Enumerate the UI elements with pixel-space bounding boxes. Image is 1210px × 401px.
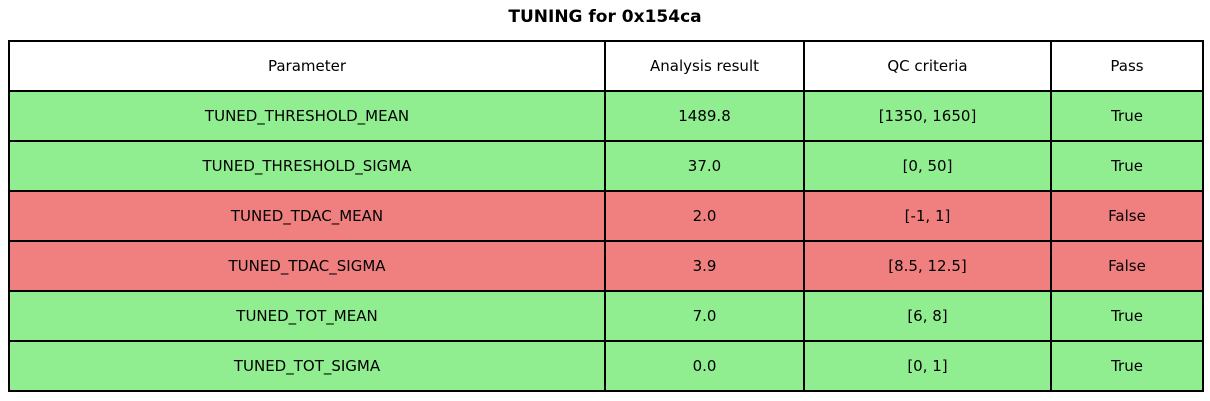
cell-analysis-result: 7.0 <box>604 290 805 342</box>
cell-qc-criteria: [0, 50] <box>803 140 1052 192</box>
column-header-parameter: Parameter <box>8 40 606 92</box>
table-header-row: Parameter Analysis result QC criteria Pa… <box>8 40 1204 92</box>
table-row: TUNED_TOT_SIGMA 0.0 [0, 1] True <box>8 340 1204 392</box>
cell-parameter: TUNED_TOT_SIGMA <box>8 340 606 392</box>
column-header-analysis-result: Analysis result <box>604 40 805 92</box>
qc-results-table: Parameter Analysis result QC criteria Pa… <box>8 40 1204 392</box>
cell-parameter: TUNED_THRESHOLD_MEAN <box>8 90 606 142</box>
table-row: TUNED_TOT_MEAN 7.0 [6, 8] True <box>8 290 1204 342</box>
cell-pass: True <box>1050 290 1204 342</box>
cell-parameter: TUNED_TDAC_MEAN <box>8 190 606 242</box>
cell-pass: True <box>1050 340 1204 392</box>
cell-qc-criteria: [1350, 1650] <box>803 90 1052 142</box>
cell-parameter: TUNED_THRESHOLD_SIGMA <box>8 140 606 192</box>
chart-title: TUNING for 0x154ca <box>508 7 702 27</box>
cell-qc-criteria: [0, 1] <box>803 340 1052 392</box>
cell-qc-criteria: [6, 8] <box>803 290 1052 342</box>
cell-analysis-result: 2.0 <box>604 190 805 242</box>
cell-analysis-result: 3.9 <box>604 240 805 292</box>
cell-parameter: TUNED_TOT_MEAN <box>8 290 606 342</box>
column-header-qc-criteria: QC criteria <box>803 40 1052 92</box>
cell-qc-criteria: [-1, 1] <box>803 190 1052 242</box>
cell-pass: True <box>1050 90 1204 142</box>
cell-parameter: TUNED_TDAC_SIGMA <box>8 240 606 292</box>
cell-pass: False <box>1050 190 1204 242</box>
cell-pass: False <box>1050 240 1204 292</box>
table-row: TUNED_TDAC_MEAN 2.0 [-1, 1] False <box>8 190 1204 242</box>
table-row: TUNED_THRESHOLD_MEAN 1489.8 [1350, 1650]… <box>8 90 1204 142</box>
table-row: TUNED_THRESHOLD_SIGMA 37.0 [0, 50] True <box>8 140 1204 192</box>
cell-analysis-result: 1489.8 <box>604 90 805 142</box>
table-row: TUNED_TDAC_SIGMA 3.9 [8.5, 12.5] False <box>8 240 1204 292</box>
cell-analysis-result: 0.0 <box>604 340 805 392</box>
cell-pass: True <box>1050 140 1204 192</box>
cell-qc-criteria: [8.5, 12.5] <box>803 240 1052 292</box>
cell-analysis-result: 37.0 <box>604 140 805 192</box>
column-header-pass: Pass <box>1050 40 1204 92</box>
